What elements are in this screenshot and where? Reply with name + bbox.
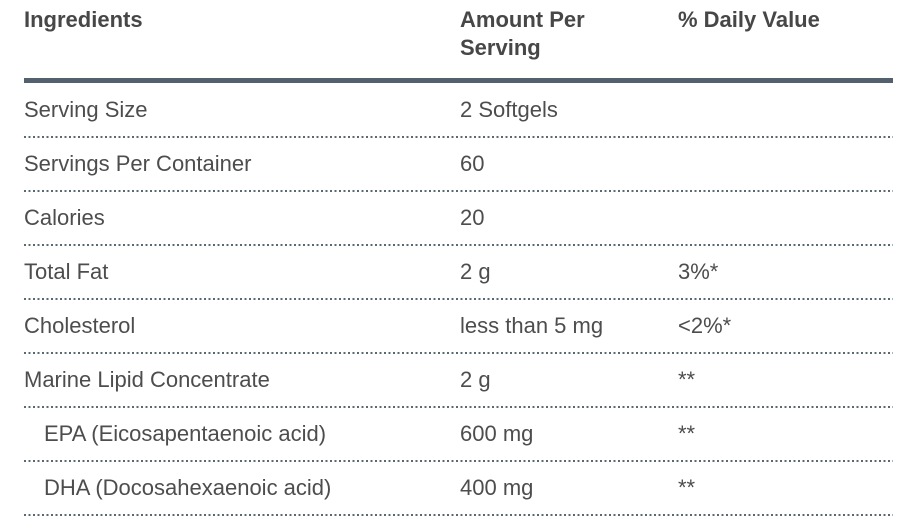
ingredient-name: Marine Lipid Concentrate [24,367,270,392]
table-row-calories: Calories 20 [24,191,893,246]
column-header-daily-value: % Daily Value [678,7,820,32]
ingredient-name: Cholesterol [24,313,136,338]
table-row-serving-size: Serving Size 2 Softgels [24,83,893,138]
column-header-amount-per-serving: Amount Per Serving [460,7,585,60]
daily-value: <2%* [678,313,732,338]
ingredient-name: Total Fat [24,259,109,284]
table-row-servings-per-container: Servings Per Container 60 [24,137,893,192]
table-row-marine-lipid-concentrate: Marine Lipid Concentrate 2 g ** [24,353,893,408]
amount-value: 2 g [460,259,491,284]
table-row-total-fat: Total Fat 2 g 3%* [24,245,893,300]
amount-value: 2 g [460,367,491,392]
daily-value [678,96,893,124]
daily-value [678,204,893,232]
amount-value: 2 Softgels [460,97,558,122]
amount-value: 400 mg [460,475,534,500]
daily-value: 3%* [678,259,719,284]
table-row-cholesterol: Cholesterol less than 5 mg <2%* [24,299,893,354]
daily-value: ** [678,475,696,500]
daily-value: ** [678,421,696,446]
amount-value: 600 mg [460,421,534,446]
table-row-epa: EPA (Eicosapentaenoic acid) 600 mg ** [24,407,893,462]
daily-value: ** [678,367,696,392]
amount-value: less than 5 mg [460,313,604,338]
ingredient-name: DHA (Docosahexaenoic acid) [44,475,332,500]
ingredient-name: Calories [24,205,105,230]
amount-value: 60 [460,151,485,176]
ingredient-name: EPA (Eicosapentaenoic acid) [44,421,327,446]
daily-value [678,150,893,178]
column-header-ingredients: Ingredients [24,7,143,32]
ingredient-name: Serving Size [24,97,148,122]
ingredient-name: Servings Per Container [24,151,252,176]
amount-value: 20 [460,205,485,230]
table-header-row: Ingredients Amount Per Serving % Daily V… [24,6,893,83]
table-row-dha: DHA (Docosahexaenoic acid) 400 mg ** [24,461,893,516]
